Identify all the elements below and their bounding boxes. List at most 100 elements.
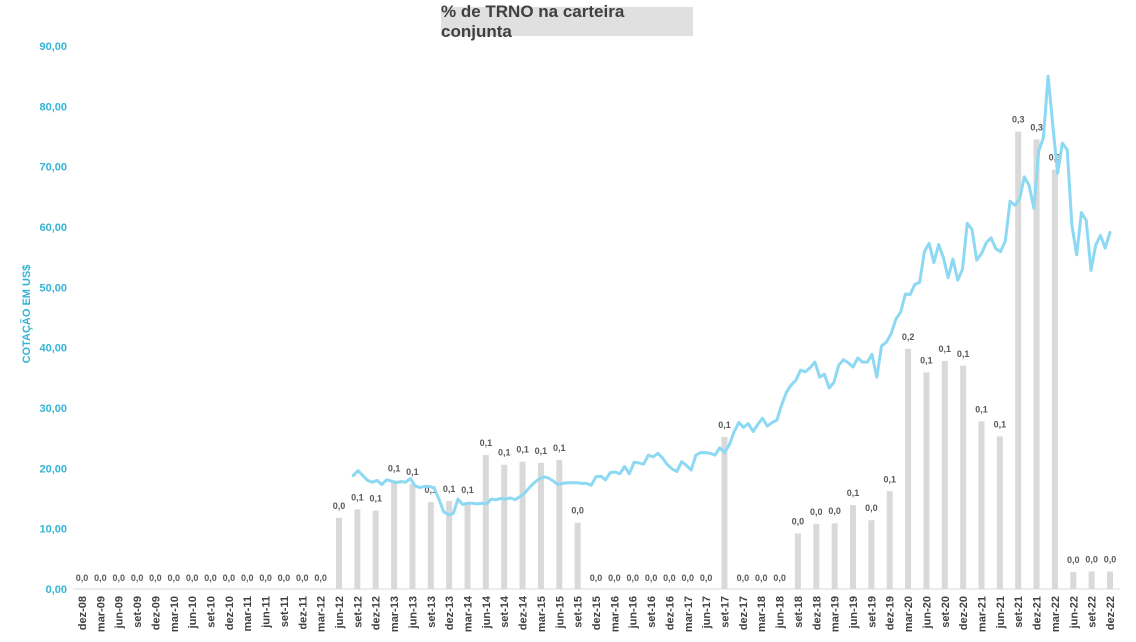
x-tick-label: dez-19 bbox=[885, 596, 897, 630]
price-line bbox=[351, 74, 1112, 517]
bar-data-label: 0,0 bbox=[241, 573, 254, 583]
bar-data-label: 0,3 bbox=[1030, 123, 1043, 133]
bar bbox=[941, 360, 948, 589]
bar-data-label: 0,0 bbox=[278, 573, 291, 583]
x-tick-label: set-16 bbox=[646, 596, 658, 628]
bar-data-label: 0,1 bbox=[939, 344, 952, 354]
x-tick-label: mar-20 bbox=[903, 596, 915, 632]
x-tick-label: mar-14 bbox=[463, 595, 475, 632]
bar bbox=[1088, 571, 1095, 589]
bar-data-label: 0,0 bbox=[828, 506, 841, 516]
y-tick-label: 60,00 bbox=[39, 222, 67, 234]
x-tick-label: set-12 bbox=[352, 596, 364, 628]
bar-data-label: 0,0 bbox=[865, 503, 878, 513]
x-tick-label: mar-17 bbox=[683, 596, 695, 632]
bar-data-label: 0,1 bbox=[957, 349, 970, 359]
bar-data-label: 0,0 bbox=[204, 573, 217, 583]
bar-series bbox=[336, 131, 1113, 589]
x-tick-label: dez-14 bbox=[518, 595, 530, 630]
x-tick-label: dez-10 bbox=[224, 596, 236, 630]
x-tick-label: jun-19 bbox=[848, 596, 860, 629]
bar-data-label: 0,1 bbox=[369, 494, 382, 504]
x-tick-label: mar-09 bbox=[95, 596, 107, 632]
bar-data-label: 0,0 bbox=[1067, 555, 1080, 565]
bar-data-label: 0,1 bbox=[443, 484, 456, 494]
bar-data-label: 0,0 bbox=[333, 501, 346, 511]
x-tick-label: dez-18 bbox=[811, 596, 823, 630]
x-tick-label: mar-19 bbox=[830, 596, 842, 632]
bar bbox=[537, 462, 544, 589]
bar-data-label: 0,1 bbox=[994, 419, 1007, 429]
x-tick-label: mar-12 bbox=[316, 596, 328, 632]
x-tick-label: set-20 bbox=[940, 596, 952, 628]
x-tick-label: set-09 bbox=[132, 596, 144, 628]
bar-data-label: 0,0 bbox=[773, 573, 786, 583]
bar-data-label: 0,0 bbox=[663, 573, 676, 583]
bar-data-label: 0,1 bbox=[920, 355, 933, 365]
bar-data-label: 0,1 bbox=[388, 463, 401, 473]
x-tick-label: jun-20 bbox=[921, 596, 933, 629]
x-tick-label: dez-13 bbox=[444, 596, 456, 630]
x-tick-label: dez-15 bbox=[591, 596, 603, 630]
x-tick-label: jun-11 bbox=[261, 596, 273, 629]
bar-data-label: 0,2 bbox=[902, 332, 915, 342]
x-tick-label: dez-16 bbox=[664, 596, 676, 630]
bar bbox=[721, 436, 728, 589]
bar-data-label: 0,0 bbox=[94, 573, 107, 583]
x-tick-label: jun-13 bbox=[407, 596, 419, 629]
bar-data-label: 0,0 bbox=[1104, 555, 1117, 565]
bar bbox=[391, 480, 398, 589]
bar-data-label: 0,0 bbox=[571, 506, 584, 516]
bar-data-label: 0,1 bbox=[351, 492, 364, 502]
bar-data-label: 0,1 bbox=[718, 420, 731, 430]
bar-data-label: 0,0 bbox=[590, 573, 603, 583]
x-tick-label: jun-22 bbox=[1068, 596, 1080, 629]
bar-data-label: 0,1 bbox=[975, 404, 988, 414]
bar bbox=[1107, 571, 1113, 589]
x-tick-label: dez-20 bbox=[958, 596, 970, 630]
bar bbox=[574, 522, 581, 589]
x-tick-label: set-15 bbox=[573, 596, 585, 628]
bar-data-label: 0,1 bbox=[406, 467, 419, 477]
x-tick-label: set-18 bbox=[793, 596, 805, 628]
x-tick-label: set-19 bbox=[866, 596, 878, 628]
x-tick-label: set-13 bbox=[426, 596, 438, 628]
x-tick-label: set-21 bbox=[1013, 596, 1025, 628]
x-tick-label: jun-21 bbox=[995, 596, 1007, 629]
bar-data-label: 0,0 bbox=[314, 573, 327, 583]
x-tick-label: jun-09 bbox=[114, 596, 126, 629]
bar-data-label: 0,0 bbox=[296, 573, 309, 583]
x-tick-label: mar-18 bbox=[756, 596, 768, 632]
x-tick-label: mar-21 bbox=[977, 596, 989, 632]
bar bbox=[372, 510, 379, 589]
bar-data-label: 0,0 bbox=[792, 516, 805, 526]
y-tick-label: 40,00 bbox=[39, 343, 67, 355]
bar bbox=[1033, 139, 1040, 589]
bar bbox=[794, 533, 801, 589]
bar bbox=[482, 455, 489, 589]
bar-data-label: 0,1 bbox=[461, 485, 474, 495]
bar-data-label: 0,1 bbox=[480, 438, 493, 448]
bar bbox=[813, 523, 820, 589]
bar-data-label: 0,0 bbox=[810, 507, 823, 517]
bar-data-label: 0,1 bbox=[553, 443, 566, 453]
bar bbox=[1070, 572, 1077, 589]
y-tick-label: 70,00 bbox=[39, 162, 67, 174]
bar-data-label: 0,0 bbox=[76, 573, 89, 583]
bar bbox=[336, 517, 342, 589]
bar-data-label: 0,0 bbox=[168, 573, 181, 583]
bar bbox=[519, 461, 526, 589]
bar-data-label: 0,0 bbox=[149, 573, 162, 583]
bar-data-label: 0,1 bbox=[847, 488, 860, 498]
bar bbox=[1015, 131, 1022, 589]
y-tick-label: 30,00 bbox=[39, 403, 67, 415]
bar-data-label: 0,0 bbox=[737, 573, 750, 583]
bar-data-label: 0,0 bbox=[608, 573, 621, 583]
bar bbox=[446, 500, 453, 589]
x-tick-label: mar-13 bbox=[389, 596, 401, 632]
x-tick-label: set-14 bbox=[499, 595, 511, 628]
bar-data-label: 0,0 bbox=[626, 573, 639, 583]
bar-data-label: 0,0 bbox=[682, 573, 695, 583]
bar-data-label: 0,1 bbox=[516, 445, 529, 455]
bar bbox=[923, 372, 930, 589]
